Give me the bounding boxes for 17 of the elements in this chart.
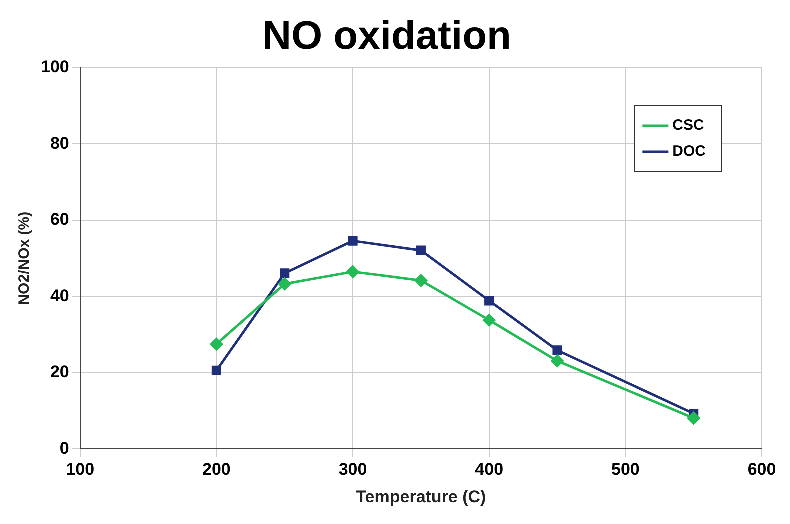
x-tick-label: 300 bbox=[338, 460, 368, 480]
y-tick-label: 100 bbox=[40, 58, 70, 77]
y-tick-label: 40 bbox=[50, 286, 70, 306]
chart-title: NO oxidation bbox=[262, 14, 512, 58]
y-axis-title: NO2/NOx (%) bbox=[16, 212, 34, 306]
y-tick-label: 60 bbox=[50, 210, 70, 230]
x-tick-label: 600 bbox=[748, 460, 776, 480]
x-axis-title: Temperature (C) bbox=[356, 487, 486, 506]
y-tick-label: 80 bbox=[50, 134, 70, 153]
x-tick-label: 200 bbox=[202, 460, 231, 480]
x-tick-label: 400 bbox=[475, 460, 504, 480]
x-tick-label: 500 bbox=[611, 460, 640, 480]
legend-label: DOC bbox=[672, 143, 706, 160]
legend-label: CSC bbox=[672, 117, 705, 134]
y-tick-label: 0 bbox=[60, 438, 70, 458]
x-tick-label: 100 bbox=[66, 460, 95, 480]
y-tick-label: 20 bbox=[50, 362, 70, 382]
